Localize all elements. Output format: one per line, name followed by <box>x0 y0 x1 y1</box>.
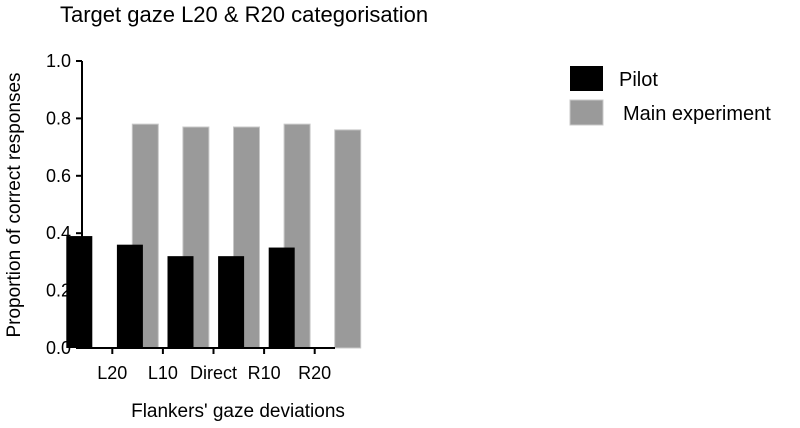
legend-label-main-experiment: Main experiment <box>623 103 771 125</box>
legend-label-pilot: Pilot <box>619 69 658 91</box>
bar-pilot-r10 <box>218 256 245 348</box>
bar-pilot-l20 <box>66 236 93 348</box>
x-tick-label: R20 <box>298 363 331 383</box>
x-axis-label: Flankers' gaze deviations <box>131 401 345 422</box>
bar-pilot-direct <box>167 256 194 348</box>
y-tick-label: 0.2 <box>46 281 71 301</box>
bar-pilot-l10 <box>116 244 143 348</box>
plot-area <box>66 123 362 349</box>
bar-pilot-r20 <box>268 247 295 348</box>
x-tick-label: Direct <box>190 363 237 383</box>
legend: Pilot Main experiment <box>569 66 771 126</box>
legend-swatch-main-experiment <box>569 99 604 126</box>
y-tick-label: 1.0 <box>46 51 71 71</box>
bar-main-experiment-r20 <box>334 129 362 349</box>
y-ticks: 0.0 0.2 0.4 0.6 0.8 1.0 <box>46 51 82 358</box>
x-tick-label: L10 <box>148 363 178 383</box>
x-tick-label: L20 <box>97 363 127 383</box>
chart-title: Target gaze L20 & R20 categorisation <box>60 2 429 27</box>
y-axis-label: Proportion of correct responses <box>4 72 25 337</box>
x-tick-label: R10 <box>248 363 281 383</box>
x-ticks: L20 L10 Direct R10 R20 <box>97 348 331 383</box>
y-tick-label: 0.4 <box>46 223 71 243</box>
y-tick-label: 0.8 <box>46 108 71 128</box>
y-tick-label: 0.0 <box>46 338 71 358</box>
legend-swatch-pilot <box>570 66 603 91</box>
y-tick-label: 0.6 <box>46 166 71 186</box>
